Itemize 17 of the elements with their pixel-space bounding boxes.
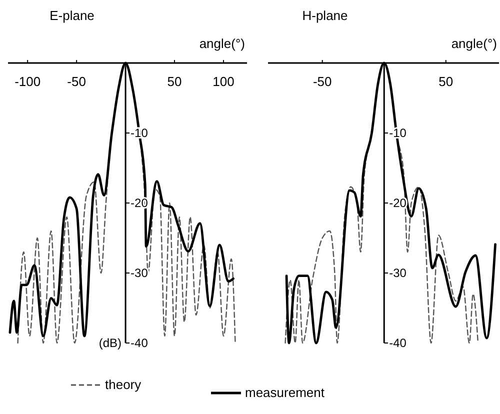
x-tick-label: -50: [312, 74, 332, 89]
chart-title: H-plane: [302, 8, 348, 23]
chart-title: E-plane: [50, 8, 94, 23]
y-axis-title: (dB): [98, 336, 122, 350]
legend-label: theory: [105, 377, 142, 392]
y-tick-label: -30: [130, 266, 148, 280]
y-tick-label: -40: [130, 336, 148, 350]
x-tick-label: 100: [212, 74, 234, 89]
y-tick-label: -40: [389, 336, 407, 350]
x-tick-label: -50: [67, 74, 86, 89]
x-axis-title: angle(°): [451, 36, 497, 51]
x-axis-title: angle(°): [199, 36, 245, 51]
x-tick-label: 50: [167, 74, 182, 89]
legend-label: measurement: [245, 385, 325, 400]
x-tick-label: 50: [438, 74, 454, 89]
y-tick-label: -30: [389, 266, 407, 280]
x-tick-label: -100: [14, 74, 41, 89]
